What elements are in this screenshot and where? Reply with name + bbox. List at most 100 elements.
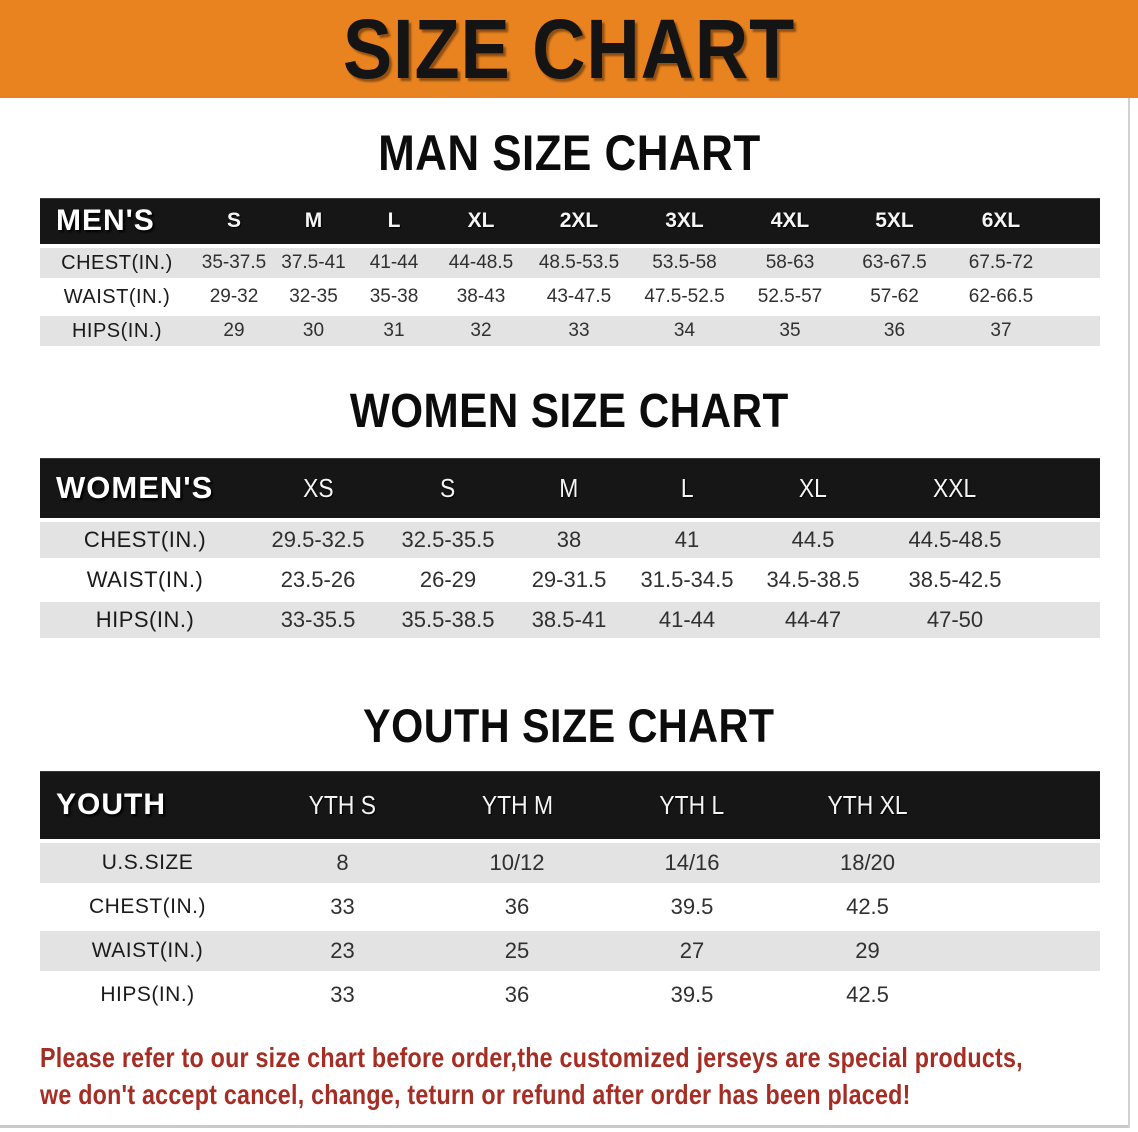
- size-value-cell: 36: [430, 887, 604, 931]
- disclaimer: Please refer to our size chart before or…: [40, 1039, 1138, 1113]
- size-value-cell: 23: [255, 931, 430, 975]
- spacer-cell: [1055, 316, 1100, 350]
- disclaimer-line1: Please refer to our size chart before or…: [40, 1042, 1023, 1073]
- table-row: WAIST(IN.) 29-32 32-35 35-38 38-43 43-47.5 47.…: [40, 282, 1100, 316]
- size-value-cell: 26-29: [386, 562, 510, 602]
- spacer-cell: [955, 887, 1100, 931]
- size-column-header: M: [274, 198, 353, 248]
- size-column-header: YTH L: [604, 771, 780, 843]
- row-label: CHEST(IN.): [40, 887, 255, 931]
- size-value-cell: 36: [842, 316, 947, 350]
- section-heading: MAN SIZE CHART: [377, 125, 761, 181]
- size-column-header: XS: [250, 458, 386, 522]
- size-value-cell: 33: [255, 887, 430, 931]
- size-column-header: L: [628, 458, 746, 522]
- section-women: WOMEN SIZE CHART WOMEN'S XS S M L XL XXL CHEST…: [0, 388, 1138, 642]
- row-label: WAIST(IN.): [40, 931, 255, 975]
- section-heading: WOMEN SIZE CHART: [349, 385, 789, 438]
- spacer-cell: [1055, 282, 1100, 316]
- size-value-cell: 35-37.5: [194, 248, 274, 282]
- size-value-cell: 33: [527, 316, 631, 350]
- section-youth: YOUTH SIZE CHART YOUTH YTH S YTH M YTH L YTH…: [0, 702, 1138, 1019]
- spacer-cell: [955, 843, 1100, 887]
- size-value-cell: 35-38: [353, 282, 435, 316]
- table-row: CHEST(IN.) 33 36 39.5 42.5: [40, 887, 1100, 931]
- size-column-header: 4XL: [738, 198, 842, 248]
- table-header-row: MEN'S S M L XL 2XL 3XL 4XL 5XL 6XL: [40, 198, 1100, 248]
- size-value-cell: 44-48.5: [435, 248, 527, 282]
- size-value-cell: 37: [947, 316, 1055, 350]
- size-value-cell: 8: [255, 843, 430, 887]
- disclaimer-line2: we don't accept cancel, change, teturn o…: [40, 1079, 911, 1110]
- size-column-header: 2XL: [527, 198, 631, 248]
- size-value-cell: 29-31.5: [510, 562, 628, 602]
- size-value-cell: 47-50: [880, 602, 1030, 642]
- table-header-row: YOUTH YTH S YTH M YTH L YTH XL: [40, 771, 1100, 843]
- size-value-cell: 38.5-41: [510, 602, 628, 642]
- table-row: CHEST(IN.) 35-37.5 37.5-41 41-44 44-48.5 48.5…: [40, 248, 1100, 282]
- size-column-header: YTH S: [255, 771, 430, 843]
- size-value-cell: 52.5-57: [738, 282, 842, 316]
- size-table-youth: YOUTH YTH S YTH M YTH L YTH XL U.S.SIZE 8 10/1…: [40, 771, 1100, 1019]
- size-value-cell: 39.5: [604, 975, 780, 1019]
- row-label: HIPS(IN.): [40, 975, 255, 1019]
- size-value-cell: 18/20: [780, 843, 955, 887]
- size-value-cell: 31: [353, 316, 435, 350]
- size-value-cell: 42.5: [780, 887, 955, 931]
- size-value-cell: 35.5-38.5: [386, 602, 510, 642]
- size-value-cell: 58-63: [738, 248, 842, 282]
- size-charts-container: MAN SIZE CHART MEN'S S M L XL 2XL 3XL 4XL 5XL 6XL…: [0, 128, 1138, 1019]
- size-value-cell: 29: [194, 316, 274, 350]
- size-value-cell: 29-32: [194, 282, 274, 316]
- size-column-header: XXL: [880, 458, 1030, 522]
- size-value-cell: 67.5-72: [947, 248, 1055, 282]
- size-value-cell: 29: [780, 931, 955, 975]
- row-label: WAIST(IN.): [40, 282, 194, 316]
- row-label: CHEST(IN.): [40, 522, 250, 562]
- size-column-header: S: [386, 458, 510, 522]
- size-value-cell: 53.5-58: [631, 248, 738, 282]
- size-value-cell: 31.5-34.5: [628, 562, 746, 602]
- size-value-cell: 36: [430, 975, 604, 1019]
- section-heading: YOUTH SIZE CHART: [363, 699, 775, 752]
- size-table-men: MEN'S S M L XL 2XL 3XL 4XL 5XL 6XL CHEST(IN.) 35-3…: [40, 198, 1100, 350]
- size-column-header: XL: [746, 458, 880, 522]
- size-value-cell: 35: [738, 316, 842, 350]
- size-value-cell: 47.5-52.5: [631, 282, 738, 316]
- table-row: U.S.SIZE 8 10/12 14/16 18/20: [40, 843, 1100, 887]
- table-header-row: WOMEN'S XS S M L XL XXL: [40, 458, 1100, 522]
- table-row: HIPS(IN.) 33-35.5 35.5-38.5 38.5-41 41-44 44-…: [40, 602, 1100, 642]
- table-corner-label: WOMEN'S: [40, 458, 250, 522]
- size-table-women: WOMEN'S XS S M L XL XXL CHEST(IN.) 29.5-32.5 32.…: [40, 458, 1100, 642]
- size-value-cell: 43-47.5: [527, 282, 631, 316]
- size-column-header: YTH M: [430, 771, 604, 843]
- row-label: HIPS(IN.): [40, 316, 194, 350]
- size-value-cell: 25: [430, 931, 604, 975]
- spacer-cell: [1055, 198, 1100, 248]
- size-value-cell: 10/12: [430, 843, 604, 887]
- size-value-cell: 32: [435, 316, 527, 350]
- size-value-cell: 44.5: [746, 522, 880, 562]
- table-row: HIPS(IN.) 33 36 39.5 42.5: [40, 975, 1100, 1019]
- size-value-cell: 44-47: [746, 602, 880, 642]
- size-value-cell: 42.5: [780, 975, 955, 1019]
- banner-title: SIZE CHART: [342, 2, 796, 96]
- size-column-header: 3XL: [631, 198, 738, 248]
- row-label: U.S.SIZE: [40, 843, 255, 887]
- size-column-header: YTH XL: [780, 771, 955, 843]
- size-column-header: XL: [435, 198, 527, 248]
- spacer-cell: [1030, 562, 1100, 602]
- size-column-header: S: [194, 198, 274, 248]
- row-label: WAIST(IN.): [40, 562, 250, 602]
- size-value-cell: 34: [631, 316, 738, 350]
- size-value-cell: 32-35: [274, 282, 353, 316]
- size-value-cell: 14/16: [604, 843, 780, 887]
- table-row: HIPS(IN.) 29 30 31 32 33 34 35 36 37: [40, 316, 1100, 350]
- spacer-cell: [955, 975, 1100, 1019]
- banner: SIZE CHART: [0, 0, 1138, 98]
- size-value-cell: 41-44: [353, 248, 435, 282]
- size-value-cell: 38.5-42.5: [880, 562, 1030, 602]
- size-value-cell: 27: [604, 931, 780, 975]
- spacer-cell: [1030, 602, 1100, 642]
- size-column-header: 6XL: [947, 198, 1055, 248]
